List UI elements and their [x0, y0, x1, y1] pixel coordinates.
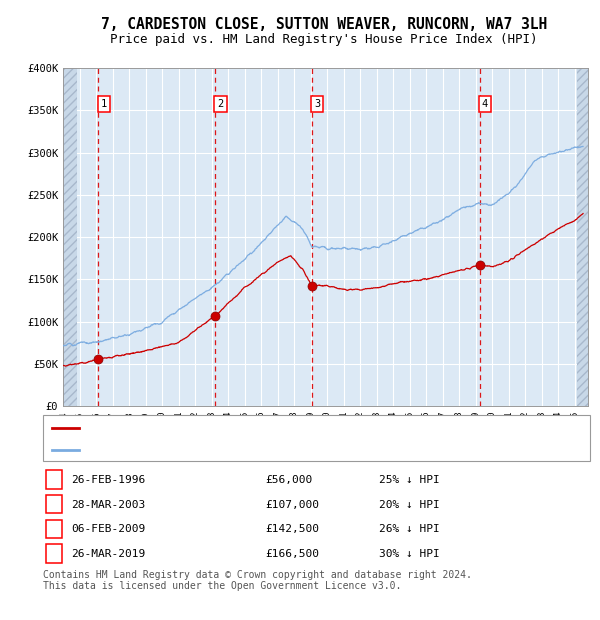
Text: 1: 1	[50, 475, 58, 485]
Text: £107,000: £107,000	[265, 500, 319, 510]
Text: £142,500: £142,500	[265, 525, 319, 534]
Text: 06-FEB-2009: 06-FEB-2009	[71, 525, 145, 534]
Text: 28-MAR-2003: 28-MAR-2003	[71, 500, 145, 510]
Bar	[63, 68, 77, 406]
Bar	[577, 68, 588, 406]
Text: Price paid vs. HM Land Registry's House Price Index (HPI): Price paid vs. HM Land Registry's House …	[110, 33, 538, 46]
Text: 7, CARDESTON CLOSE, SUTTON WEAVER, RUNCORN, WA7 3LH (detached house): 7, CARDESTON CLOSE, SUTTON WEAVER, RUNCO…	[82, 423, 482, 433]
Text: 1: 1	[100, 99, 107, 108]
Text: 26-FEB-1996: 26-FEB-1996	[71, 475, 145, 485]
Text: 3: 3	[314, 99, 320, 108]
Text: HPI: Average price, detached house, Halton: HPI: Average price, detached house, Halt…	[82, 445, 329, 455]
Text: 20% ↓ HPI: 20% ↓ HPI	[379, 500, 440, 510]
Text: 7, CARDESTON CLOSE, SUTTON WEAVER, RUNCORN, WA7 3LH: 7, CARDESTON CLOSE, SUTTON WEAVER, RUNCO…	[101, 17, 547, 32]
Text: 2: 2	[217, 99, 224, 108]
Text: 30% ↓ HPI: 30% ↓ HPI	[379, 549, 440, 559]
Text: £56,000: £56,000	[265, 475, 313, 485]
Text: 26-MAR-2019: 26-MAR-2019	[71, 549, 145, 559]
Text: 4: 4	[482, 99, 488, 108]
Text: 3: 3	[50, 525, 58, 534]
Text: 2: 2	[50, 500, 58, 510]
Text: £166,500: £166,500	[265, 549, 319, 559]
Text: 26% ↓ HPI: 26% ↓ HPI	[379, 525, 440, 534]
Text: 4: 4	[50, 549, 58, 559]
Text: 25% ↓ HPI: 25% ↓ HPI	[379, 475, 440, 485]
Text: Contains HM Land Registry data © Crown copyright and database right 2024.
This d: Contains HM Land Registry data © Crown c…	[43, 570, 472, 591]
